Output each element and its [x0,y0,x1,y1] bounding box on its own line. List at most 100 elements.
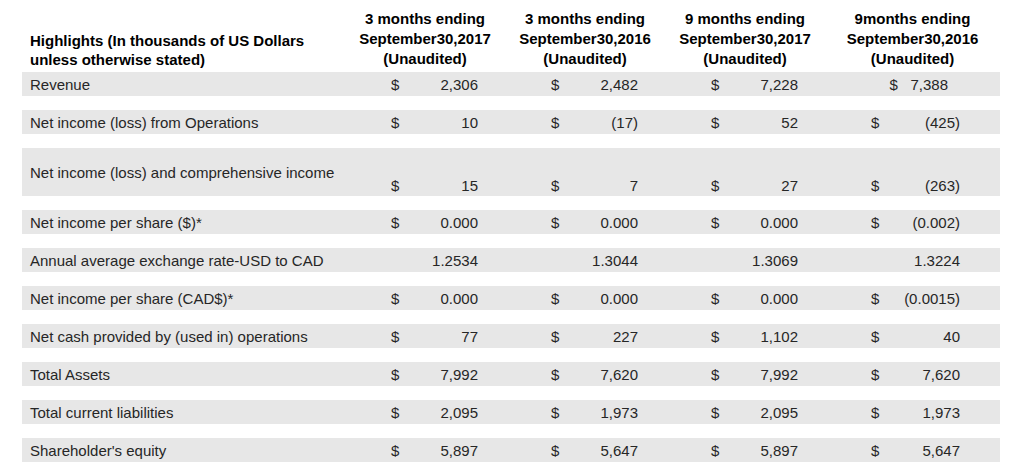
row-label: Net income per share (CAD$)* [22,288,345,309]
table-row: Annual average exchange rate-USD to CAD … [22,248,1000,272]
dollar-sign: $ [391,114,400,131]
dollar-sign: $ [871,290,880,307]
cell: $ 15 [345,177,505,196]
dollar-sign: $ [551,214,560,231]
column-header-q3-2016: 3 months ending September30,2016 (Unaudi… [505,9,665,70]
cell-value: 7,992 [760,366,798,383]
dollar-sign: $ [551,328,560,345]
cell-value: (0.002) [912,214,960,231]
cell-value: 7,620 [922,366,960,383]
cell: $ (425) [825,114,1000,131]
cell: $ 7 [505,177,665,196]
column-header-line2: September30,2017 [665,29,825,49]
cell-value: 1.3069 [752,252,798,269]
header-highlights-label: Highlights (In thousands of US Dollars u… [22,31,345,70]
row-label: Net income (loss) from Operations [22,112,345,133]
dollar-sign: $ [391,76,400,93]
cell-value: 7,620 [600,366,638,383]
cell: $ 1,973 [505,404,665,421]
cell-value: (425) [925,114,960,131]
column-header-line2: September30,2017 [345,29,505,49]
row-label: Annual average exchange rate-USD to CAD [22,250,345,271]
dollar-sign: $ [391,442,400,459]
cell: $ 7,992 [345,366,505,383]
cell: $ 5,897 [345,442,505,459]
cell: $ 2,095 [665,404,825,421]
cell: $ 7,992 [665,366,825,383]
dollar-sign: $ [711,214,720,231]
cell: $ 10 [345,114,505,131]
row-label: Net income (loss) and comprehensive inco… [22,162,345,183]
cell-value: 5,897 [760,442,798,459]
dollar-sign: $ [871,114,880,131]
dollar-sign: $ [711,114,720,131]
dollar-sign: $ [551,442,560,459]
cell: $ (0.0015) [825,290,1000,307]
cell-value: 5,647 [600,442,638,459]
table-header: Highlights (In thousands of US Dollars u… [22,8,1000,70]
cell-value: 5,647 [922,442,960,459]
cell: $ 5,897 [665,442,825,459]
cell: $ 2,306 [345,76,505,93]
cell-value: 52 [781,114,798,131]
column-header-line1: 9 months ending [665,9,825,29]
cell: 1.3069 [665,252,825,269]
cell: $ 7,388 [825,76,1000,93]
cell: $ (17) [505,114,665,131]
row-label: Net cash provided by (used in) operation… [22,326,345,347]
cell: $ 7,620 [505,366,665,383]
column-header-line3: (Unaudited) [505,49,665,69]
dollar-sign: $ [871,214,880,231]
row-label: Total Assets [22,364,345,385]
cell: $ 0.000 [345,214,505,231]
dollar-sign: $ [391,366,400,383]
cell: $ 5,647 [825,442,1000,459]
dollar-sign: $ [551,177,560,194]
cell-value: 1.3044 [592,252,638,269]
dollar-sign: $ [711,177,720,194]
cell: $ 27 [665,177,825,196]
cell: $ 1,102 [665,328,825,345]
cell-value: (263) [925,177,960,194]
cell: 1.2534 [345,252,505,269]
table-row: Net income (loss) and comprehensive inco… [22,148,1000,196]
dollar-sign: $ [551,76,560,93]
cell: $ 2,095 [345,404,505,421]
cell-value: 227 [613,328,638,345]
cell-value: 10 [461,114,478,131]
column-header-line3: (Unaudited) [825,49,1000,69]
column-header-9m-2017: 9 months ending September30,2017 (Unaudi… [665,9,825,70]
cell-value: 2,095 [760,404,798,421]
column-header-line3: (Unaudited) [665,49,825,69]
cell-value: 15 [461,177,478,194]
cell-value: 7,228 [760,76,798,93]
cell-value: 1,102 [760,328,798,345]
dollar-sign: $ [551,114,560,131]
cell: $ 0.000 [345,290,505,307]
table-row: Total current liabilities $ 2,095 $ 1,97… [22,400,1000,424]
table-row: Revenue $ 2,306 $ 2,482 $ 7,228 $ 7,388 [22,72,1000,96]
cell-value: 0.000 [760,214,798,231]
cell: 1.3224 [825,252,1000,269]
row-label: Total current liabilities [22,402,345,423]
table-row: Net income per share ($)* $ 0.000 $ 0.00… [22,210,1000,234]
cell: $ 5,647 [505,442,665,459]
dollar-sign: $ [391,290,400,307]
column-header-line1: 3 months ending [505,9,665,29]
dollar-sign: $ [711,404,720,421]
cell: $ 40 [825,328,1000,345]
table-row: Total Assets $ 7,992 $ 7,620 $ 7,992 $ 7… [22,362,1000,386]
cell: $ 0.000 [505,290,665,307]
cell: $ 2,482 [505,76,665,93]
row-label: Net income per share ($)* [22,212,345,233]
dollar-sign: $ [551,290,560,307]
cell: $ 52 [665,114,825,131]
dollar-sign: $ [391,328,400,345]
column-header-line1: 9months ending [825,9,1000,29]
cell: $ (263) [825,177,1000,196]
column-header-line3: (Unaudited) [345,49,505,69]
dollar-sign: $ [871,442,880,459]
dollar-sign: $ [889,76,898,93]
cell-value: 27 [781,177,798,194]
dollar-sign: $ [711,366,720,383]
